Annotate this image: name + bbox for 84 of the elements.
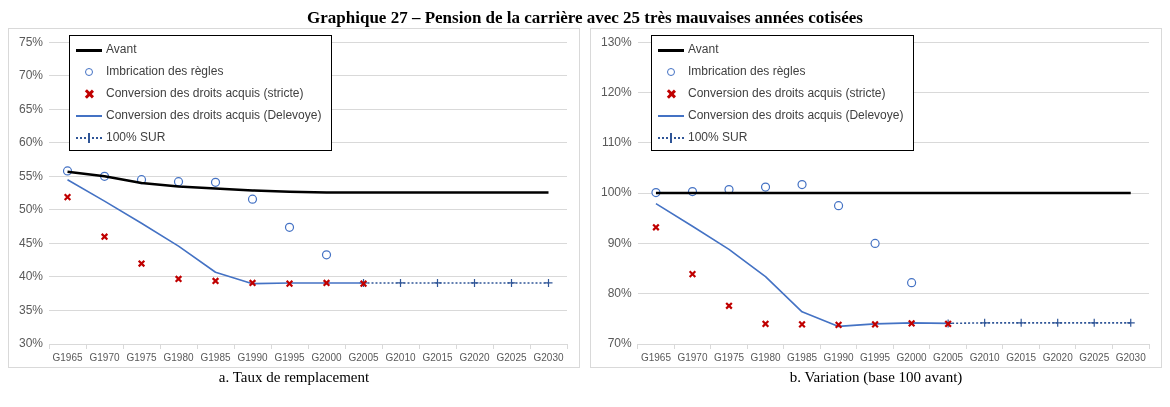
x-tick-label: G2020 [459,351,490,363]
x-tick-label: G1995 [860,351,891,363]
x-tick-label: G2010 [385,351,416,363]
point [469,278,480,288]
y-tick-label: 70% [607,336,633,351]
x-tick-label: G1970 [89,351,120,363]
legend-label: Conversion des droits acquis (Delevoye) [688,108,904,122]
legend-label: 100% SUR [106,130,166,144]
y-tick-label: 50% [18,202,44,217]
point [543,278,554,288]
point [688,270,697,279]
point [395,278,406,288]
point [174,275,183,283]
y-tick-label: 80% [607,286,633,301]
x-tick-label: G1980 [750,351,781,363]
x-tick-label: G1990 [237,351,268,363]
legend-label: Conversion des droits acquis (Delevoye) [106,108,322,122]
y-tick-label: 55% [18,168,44,183]
legend-label: Avant [688,42,719,56]
x-tick-label: G2000 [311,351,342,363]
y-tick-label: 35% [18,302,44,317]
y-tick-label: 40% [18,269,44,284]
point [1089,318,1099,328]
legend-label: Avant [106,42,137,56]
point [173,177,184,187]
x-tick-label: G2030 [533,351,564,363]
legend-label: Imbrication des règles [106,64,224,78]
legend-label: Imbrication des règles [688,64,806,78]
x-tick-label: G2010 [969,351,1001,363]
y-tick-label: 90% [607,235,633,250]
text: b. Variation (base 100 avant) [788,368,964,386]
point [980,318,990,328]
point [1053,318,1063,328]
x-tick-label: G2025 [1079,351,1110,363]
chart-title: Graphique 27 – Pension de la carrière avec 25 très mauvaises années cotisées [306,8,864,28]
point [1016,318,1026,328]
x-tick-label: G2020 [1042,351,1074,363]
legend-label: Conversion des droits acquis (stricte) [106,86,304,100]
point [506,278,517,288]
x-tick-label: G1975 [713,351,745,363]
y-tick-label: 65% [18,101,44,116]
point [322,279,331,287]
point [871,320,880,329]
y-tick-label: 30% [18,336,44,351]
point [211,277,220,285]
y-tick-label: 110% [601,135,633,150]
y-tick-label: 45% [18,235,44,250]
y-tick-label: 75% [18,34,44,49]
x-tick-label: G2025 [496,351,527,363]
point [247,194,258,204]
text: a. Taux de remplacement [217,368,371,386]
y-tick-label: 130% [600,34,633,49]
point [321,250,332,260]
x-tick-label: G1975 [126,351,157,363]
x-tick-label: G2005 [933,351,964,363]
point [432,278,443,288]
point [907,278,917,288]
point [248,279,257,287]
point [284,222,295,232]
legend-label: 100% SUR [688,130,748,144]
point [833,201,844,211]
point [210,177,221,187]
legend-label: Conversion des droits acquis (stricte) [688,86,886,100]
point [1126,318,1136,328]
x-tick-label: G1965 [52,351,83,363]
x-tick-label: G2005 [348,351,379,363]
y-tick-label: 70% [18,68,44,83]
x-tick-label: G1985 [200,351,231,363]
x-tick-label: G2030 [1115,351,1147,363]
x-tick-label: G1995 [274,351,305,363]
point [870,238,880,248]
x-tick-label: G1990 [823,351,855,363]
x-tick-label: G2015 [422,351,453,363]
y-tick-label: 100% [600,185,633,200]
x-tick-label: G2015 [1006,351,1037,363]
x-tick-label: G2000 [896,351,928,363]
x-tick-label: G1970 [677,351,708,363]
point [797,179,807,190]
x-tick-label: G1965 [640,351,672,363]
x-tick-label: G1980 [163,351,194,363]
y-tick-label: 120% [600,84,633,99]
y-tick-label: 60% [18,135,44,150]
x-tick-label: G1985 [787,351,818,363]
point [760,182,771,192]
